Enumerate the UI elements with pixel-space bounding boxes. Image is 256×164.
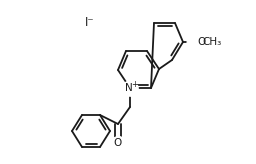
Text: O: O <box>114 138 122 148</box>
Text: CH₃: CH₃ <box>202 37 221 47</box>
Text: I⁻: I⁻ <box>85 16 95 29</box>
Text: O: O <box>197 37 205 47</box>
Text: N: N <box>125 83 133 93</box>
Text: +: + <box>131 80 138 89</box>
